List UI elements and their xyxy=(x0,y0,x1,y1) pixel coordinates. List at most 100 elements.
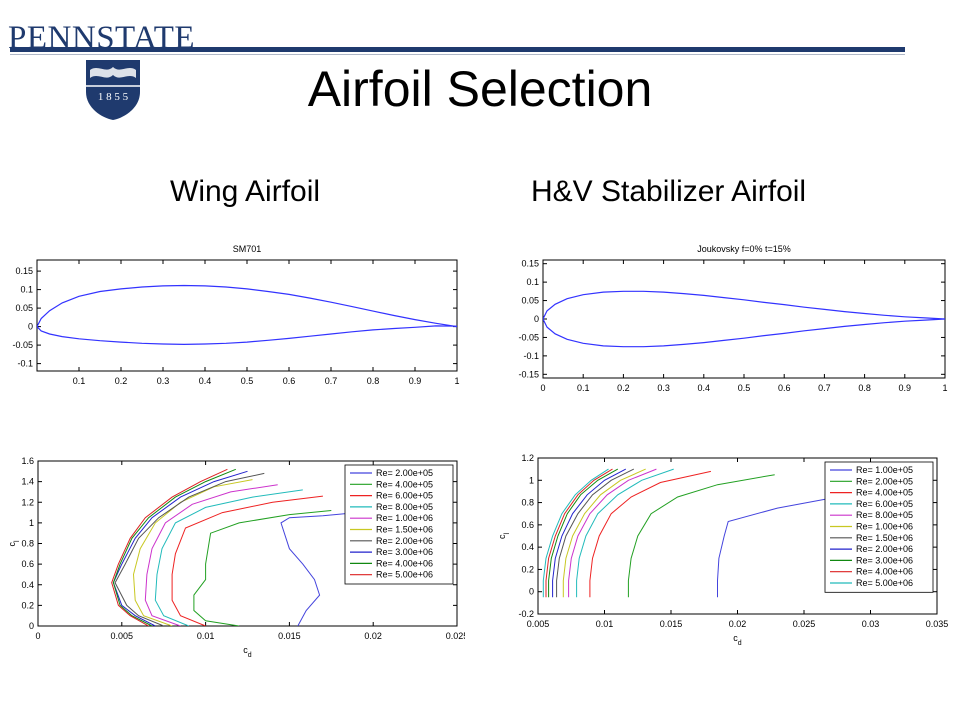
wing-polar-legend-entry: Re= 2.00e+06 xyxy=(376,536,433,546)
sm701-y-tick-label: 0 xyxy=(28,322,33,332)
wing-polar-series-line xyxy=(171,495,323,626)
wing-polar-series-line xyxy=(112,470,248,626)
stab-polar-x-tick-label: 0.025 xyxy=(793,619,816,629)
stab-polar-x-axis-label: cd xyxy=(733,633,742,647)
stab-polar-legend-entry: Re= 5.00e+06 xyxy=(856,578,913,588)
wing-polar-y-tick-label: 1.2 xyxy=(21,497,34,507)
wing-polar-y-tick-label: 0.8 xyxy=(21,539,34,549)
stab-polar-series-line xyxy=(552,468,627,598)
wing-polar-series-line xyxy=(111,468,228,626)
wing-polar-x-tick-label: 0 xyxy=(35,631,40,641)
wing-polar-y-tick-label: 1.6 xyxy=(21,456,34,466)
wing-polar-chart: 0 0.005 0.01 0.015 0.02 0.025 0 0.2 0.4 0.6 0.8 1 1.… xyxy=(7,456,465,659)
stabilizer-polar-chart: 0.005 0.01 0.015 0.02 0.025 0.03 0.035 -0.2 0 0.2… xyxy=(497,453,949,647)
joukovsky-lower-surface xyxy=(543,318,945,348)
joukovsky-x-tick-label: 0.3 xyxy=(657,383,670,393)
joukovsky-x-tick-label: 0.7 xyxy=(818,383,831,393)
pennstate-logo: PENNSTATE 1 8 5 5 xyxy=(8,14,238,124)
joukovsky-plot-area xyxy=(542,259,946,379)
stab-polar-series-line xyxy=(548,468,619,598)
stab-polar-y-tick-label: 0.2 xyxy=(521,564,534,574)
wing-polar-series-line xyxy=(193,510,332,626)
slide-title: Airfoil Selection xyxy=(307,61,653,117)
wing-polar-x-tick-label: 0.005 xyxy=(111,631,134,641)
stab-polar-y-tick-label: 0 xyxy=(529,587,534,597)
sm701-y-tick-label: 0.05 xyxy=(15,303,33,313)
stabilizer-airfoil-heading: H&V Stabilizer Airfoil xyxy=(531,175,807,208)
stab-polar-series-line xyxy=(589,470,712,598)
joukovsky-airfoil-chart: Joukovsky f=0% t=15% 0 0.1 0.2 0.3 0.4 0.5 0.6 0… xyxy=(518,244,947,393)
stab-polar-x-tick-label: 0.01 xyxy=(596,619,614,629)
joukovsky-y-tick-label: -0.05 xyxy=(518,332,539,342)
wing-polar-legend-entry: Re= 1.00e+06 xyxy=(376,513,433,523)
joukovsky-y-tick-label: 0 xyxy=(534,314,539,324)
joukovsky-x-tick-label: 0.4 xyxy=(698,383,711,393)
stab-polar-y-tick-label: 0.6 xyxy=(521,520,534,530)
wing-polar-legend-entry: Re= 1.50e+06 xyxy=(376,525,433,535)
sm701-x-tick-label: 0.4 xyxy=(199,376,212,386)
wing-polar-legend-entry: Re= 4.00e+06 xyxy=(376,558,433,568)
sm701-airfoil-chart: SM701 0.1 0.2 0.3 0.4 0.5 0.6 0.7 0.8 0.9 1 -0.1 -0.… xyxy=(12,244,459,386)
stab-polar-y-tick-label: -0.2 xyxy=(518,609,534,619)
joukovsky-x-tick-label: 0.1 xyxy=(577,383,590,393)
stab-polar-series-line xyxy=(556,468,635,598)
joukovsky-x-tick-label: 0.8 xyxy=(858,383,871,393)
stab-polar-legend-entry: Re= 6.00e+05 xyxy=(856,499,913,509)
joukovsky-x-tick-label: 0 xyxy=(540,383,545,393)
stab-polar-y-tick-label: 1 xyxy=(529,475,534,485)
stab-polar-legend-entry: Re= 2.00e+06 xyxy=(856,544,913,554)
sm701-title: SM701 xyxy=(233,244,262,254)
stab-polar-x-tick-label: 0.02 xyxy=(729,619,747,629)
wing-polar-y-tick-label: 0.2 xyxy=(21,600,34,610)
joukovsky-title: Joukovsky f=0% t=15% xyxy=(697,244,791,254)
wing-polar-x-tick-label: 0.025 xyxy=(446,631,465,641)
wing-polar-series-line xyxy=(280,512,357,626)
joukovsky-y-tick-label: 0.1 xyxy=(526,277,539,287)
header-rule xyxy=(10,47,905,52)
stab-polar-series-line xyxy=(545,468,613,598)
sm701-y-tick-label: 0.1 xyxy=(20,285,33,295)
stab-polar-legend-entry: Re= 4.00e+06 xyxy=(856,567,913,577)
sm701-y-tick-label: -0.1 xyxy=(17,359,33,369)
joukovsky-x-tick-label: 0.9 xyxy=(899,383,912,393)
stab-polar-legend-entry: Re= 1.00e+05 xyxy=(856,465,913,475)
wing-polar-legend-entry: Re= 4.00e+05 xyxy=(376,479,433,489)
wing-polar-series-line xyxy=(114,472,265,626)
stab-polar-series-line xyxy=(576,468,674,598)
wing-polar-x-tick-label: 0.01 xyxy=(197,631,215,641)
stab-polar-x-tick-label: 0.015 xyxy=(660,619,683,629)
header-rule-thin xyxy=(10,54,905,55)
seal-year: 1 8 5 5 xyxy=(98,91,129,103)
stab-polar-x-tick-label: 0.035 xyxy=(926,619,949,629)
joukovsky-x-tick-label: 0.2 xyxy=(617,383,630,393)
sm701-x-tick-label: 0.8 xyxy=(367,376,380,386)
joukovsky-y-tick-label: -0.1 xyxy=(523,351,539,361)
joukovsky-x-tick-label: 0.5 xyxy=(738,383,751,393)
stab-polar-y-tick-label: 0.4 xyxy=(521,542,534,552)
stab-polar-series-line xyxy=(568,468,657,598)
wing-polar-x-tick-label: 0.02 xyxy=(364,631,382,641)
stab-polar-x-tick-label: 0.005 xyxy=(527,619,550,629)
shield-icon: 1 8 5 5 xyxy=(86,60,140,120)
wing-polar-legend-entry: Re= 8.00e+05 xyxy=(376,502,433,512)
stab-polar-y-tick-label: 1.2 xyxy=(521,453,534,463)
stab-polar-legend-entry: Re= 1.50e+06 xyxy=(856,533,913,543)
sm701-x-tick-label: 0.3 xyxy=(157,376,170,386)
stab-polar-legend-entry: Re= 2.00e+05 xyxy=(856,476,913,486)
stab-polar-legend-entry: Re= 3.00e+06 xyxy=(856,555,913,565)
sm701-x-tick-label: 0.5 xyxy=(241,376,254,386)
stab-polar-legend xyxy=(824,461,934,593)
stab-polar-legend-entry: Re= 1.00e+06 xyxy=(856,522,913,532)
wing-polar-y-tick-label: 0.6 xyxy=(21,559,34,569)
sm701-upper-surface xyxy=(37,284,457,328)
wing-polar-y-tick-label: 0 xyxy=(29,621,34,631)
joukovsky-x-tick-label: 1 xyxy=(942,383,947,393)
joukovsky-upper-surface xyxy=(543,290,945,320)
wing-polar-y-axis-label: cl xyxy=(7,540,21,547)
sm701-x-tick-label: 0.9 xyxy=(409,376,422,386)
wing-polar-series-line xyxy=(132,479,253,626)
joukovsky-y-tick-label: 0.15 xyxy=(521,259,539,269)
wing-polar-series-line xyxy=(154,489,303,626)
wing-polar-series-line xyxy=(144,484,278,626)
wing-polar-legend-entry: Re= 6.00e+05 xyxy=(376,491,433,501)
